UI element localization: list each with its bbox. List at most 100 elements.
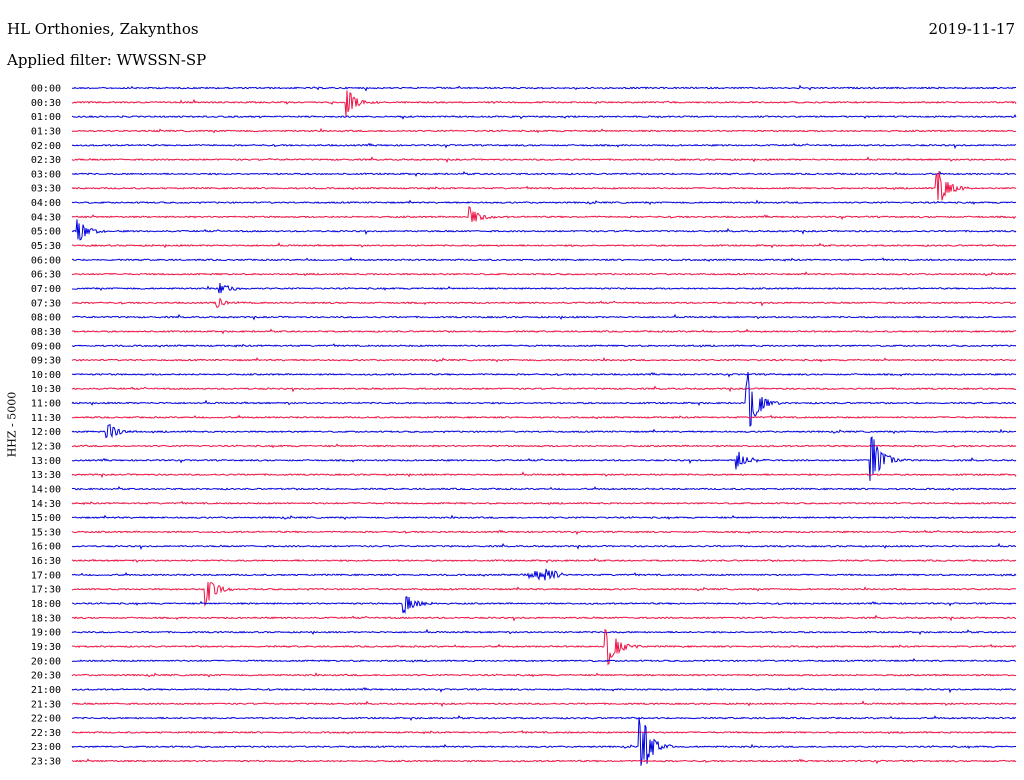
trace-line <box>71 156 1017 164</box>
trace-line <box>71 485 1016 491</box>
row-time-label: 04:00 <box>31 198 61 209</box>
trace-line <box>71 219 1017 241</box>
row-time-label: 07:30 <box>31 298 61 309</box>
row-time-label: 08:00 <box>31 313 61 324</box>
row-time-label: 07:00 <box>31 284 61 295</box>
trace-line <box>72 436 1017 481</box>
trace-line <box>71 514 1017 520</box>
trace-line <box>71 283 1017 294</box>
trace-line <box>71 423 1017 439</box>
trace-line <box>71 271 1017 277</box>
row-time-label: 11:30 <box>31 413 61 424</box>
row-time-label: 11:00 <box>31 399 61 410</box>
trace-line <box>71 628 1017 666</box>
trace-line <box>71 127 1017 134</box>
trace-line <box>71 372 1016 427</box>
trace-line <box>71 343 1017 348</box>
row-time-label: 09:30 <box>31 356 61 367</box>
row-time-label: 08:30 <box>31 327 61 338</box>
trace-line <box>71 700 1017 708</box>
row-time-label: 19:00 <box>31 628 61 639</box>
row-time-label: 05:00 <box>31 227 61 238</box>
row-time-label: 19:30 <box>31 642 61 653</box>
row-time-label: 14:30 <box>31 499 61 510</box>
trace-line <box>71 658 1017 663</box>
row-time-label: 18:00 <box>31 599 61 610</box>
row-time-label: 20:00 <box>31 656 61 667</box>
trace-line <box>72 596 1017 615</box>
trace-line <box>71 672 1017 678</box>
row-time-label: 01:00 <box>31 112 61 123</box>
trace-line <box>71 687 1017 694</box>
row-time-label: 01:30 <box>31 126 61 137</box>
row-time-label: 22:00 <box>31 714 61 725</box>
row-time-label: 17:30 <box>31 585 61 596</box>
row-time-label: 00:00 <box>31 84 61 95</box>
trace-line <box>71 256 1017 262</box>
trace-line <box>71 614 1017 622</box>
row-time-label: 15:00 <box>31 513 61 524</box>
row-time-label: 23:30 <box>31 757 61 768</box>
row-time-label: 09:00 <box>31 341 61 352</box>
trace-line <box>72 385 1017 393</box>
trace-line <box>71 758 1017 765</box>
row-time-label: 05:30 <box>31 241 61 252</box>
trace-line <box>72 328 1016 335</box>
row-time-label: 22:30 <box>31 728 61 739</box>
row-time-label: 03:30 <box>31 184 61 195</box>
row-time-label: 21:00 <box>31 685 61 696</box>
trace-line <box>71 313 1017 321</box>
trace-line <box>71 372 1017 378</box>
row-time-label: 04:30 <box>31 212 61 223</box>
row-time-label: 15:30 <box>31 527 61 538</box>
row-time-label: 10:00 <box>31 370 61 381</box>
trace-line <box>71 205 1016 222</box>
row-time-label: 21:30 <box>31 699 61 710</box>
row-time-label: 06:00 <box>31 255 61 266</box>
trace-line <box>71 171 1017 201</box>
trace-line <box>71 142 1016 150</box>
row-time-label: 06:30 <box>31 270 61 281</box>
trace-line <box>71 542 1017 551</box>
trace-line <box>71 581 1016 608</box>
row-time-label: 02:30 <box>31 155 61 166</box>
row-time-label: 02:00 <box>31 141 61 152</box>
trace-line <box>71 414 1017 420</box>
trace-line <box>71 500 1017 506</box>
row-time-label: 12:00 <box>31 427 61 438</box>
record-date: 2019-11-17 <box>928 20 1015 38</box>
row-time-label: 10:30 <box>31 384 61 395</box>
trace-line <box>71 568 1017 581</box>
row-time-label: 18:30 <box>31 613 61 624</box>
row-time-label: 13:00 <box>31 456 61 467</box>
row-time-label: 00:30 <box>31 98 61 109</box>
trace-line <box>71 557 1017 564</box>
trace-line <box>71 628 1017 636</box>
station-title: HL Orthonies, Zakynthos <box>7 20 199 38</box>
trace-line <box>72 529 1016 536</box>
trace-line <box>72 90 1017 117</box>
row-time-label: 14:00 <box>31 484 61 495</box>
trace-line <box>72 84 1016 92</box>
trace-line <box>71 715 1017 722</box>
trace-line <box>71 170 1017 177</box>
trace-line <box>71 297 1017 309</box>
trace-line <box>71 242 1017 249</box>
row-time-label: 03:00 <box>31 169 61 180</box>
trace-line <box>71 199 1017 205</box>
row-time-label: 16:30 <box>31 556 61 567</box>
row-time-label: 13:30 <box>31 470 61 481</box>
trace-line <box>71 114 1017 120</box>
trace-line <box>71 356 1017 363</box>
row-time-label: 12:30 <box>31 442 61 453</box>
row-time-label: 23:00 <box>31 742 61 753</box>
trace-line <box>71 471 1017 479</box>
row-time-label: 16:00 <box>31 542 61 553</box>
trace-line <box>71 443 1017 449</box>
row-time-label: 20:30 <box>31 671 61 682</box>
trace-line <box>71 717 1016 766</box>
trace-line <box>71 729 1017 735</box>
row-time-label: 17:00 <box>31 570 61 581</box>
filter-label: Applied filter: WWSSN-SP <box>7 51 207 69</box>
